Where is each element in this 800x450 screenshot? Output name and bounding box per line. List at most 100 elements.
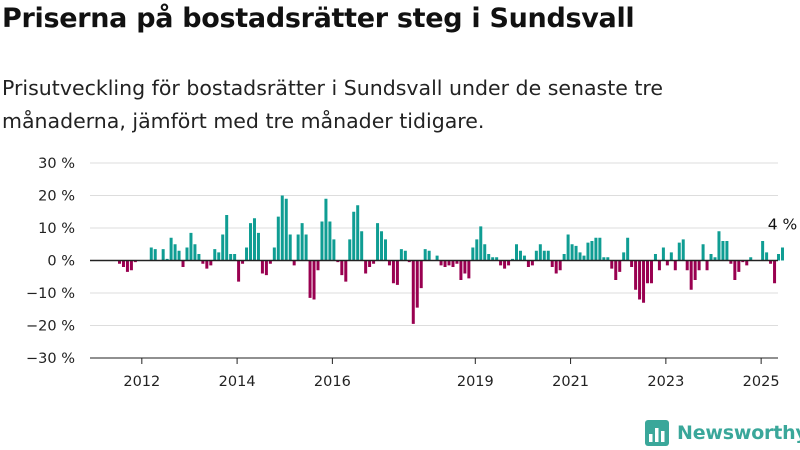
bar [447, 260, 451, 266]
bar [717, 231, 721, 261]
bar [578, 252, 582, 261]
bar [598, 237, 602, 261]
y-tick-label: −20 % [26, 319, 75, 335]
bar [487, 254, 491, 261]
bar [669, 252, 673, 261]
bar [507, 260, 511, 266]
bar [681, 239, 685, 261]
bar [542, 250, 546, 261]
bar [372, 260, 376, 264]
bar [133, 260, 137, 263]
bar [471, 247, 475, 261]
bar [737, 260, 741, 272]
bar [292, 260, 296, 266]
bar [189, 232, 193, 261]
bar [403, 250, 407, 261]
bar [657, 260, 661, 271]
bar [741, 260, 745, 263]
bar [649, 260, 653, 284]
bar [229, 254, 233, 261]
bar [415, 260, 419, 308]
bar [221, 234, 225, 261]
bar [153, 249, 157, 261]
x-tick-label: 2025 [743, 374, 780, 390]
bar [435, 255, 439, 261]
bar [443, 260, 447, 267]
bar [344, 260, 348, 282]
bar [491, 257, 495, 261]
bar [245, 247, 249, 261]
bar [368, 260, 372, 267]
bar [697, 260, 701, 271]
bar [328, 221, 332, 261]
bar [610, 260, 614, 269]
bar [356, 205, 360, 261]
bar [213, 249, 217, 261]
bar [475, 239, 479, 261]
bar [399, 249, 403, 261]
bar [205, 260, 209, 269]
bar [546, 250, 550, 261]
bar [419, 260, 423, 289]
bar [626, 237, 630, 261]
bar [530, 260, 534, 266]
bar [638, 260, 642, 300]
bar [538, 244, 542, 261]
bar [201, 260, 205, 264]
x-tick-label: 2019 [457, 374, 494, 390]
bar [515, 244, 518, 261]
bar [701, 244, 705, 261]
bar [383, 239, 387, 261]
bar [677, 242, 681, 261]
bar [129, 260, 133, 271]
bar [256, 232, 260, 261]
bar [586, 242, 590, 261]
bar [689, 260, 693, 290]
bar [324, 198, 328, 261]
chart-title: Priserna på bostadsrätter steg i Sundsva… [2, 3, 635, 34]
bar [483, 244, 487, 261]
bar [380, 231, 384, 261]
bar [336, 260, 340, 263]
bar [177, 250, 181, 261]
bar [590, 241, 594, 261]
bar [518, 250, 522, 261]
bar [268, 260, 272, 264]
bar [165, 258, 169, 261]
bar [376, 223, 380, 261]
bar [594, 237, 598, 261]
bar [729, 260, 733, 264]
brand-logo[interactable]: Newsworthy [645, 420, 800, 446]
bar [769, 260, 773, 264]
bar [467, 260, 471, 279]
bar [387, 260, 391, 266]
bar [606, 257, 610, 261]
bar [340, 260, 344, 276]
bar [745, 260, 749, 266]
bar [332, 239, 336, 261]
bar [252, 218, 256, 261]
bar [411, 260, 415, 324]
bar [284, 198, 288, 261]
bar [161, 249, 165, 261]
bar [614, 260, 618, 280]
bar [618, 260, 622, 272]
bar [395, 260, 399, 285]
bar [622, 252, 626, 261]
bar [288, 234, 292, 261]
chart-subtitle: Prisutveckling för bostadsrätter i Sunds… [2, 76, 664, 133]
bar [550, 260, 554, 267]
bar [125, 260, 129, 272]
bar [193, 244, 197, 261]
bar [272, 247, 276, 261]
x-tick-label: 2016 [314, 374, 351, 390]
bar [574, 245, 578, 261]
bar [391, 260, 395, 284]
bar [503, 260, 507, 269]
bar [348, 239, 352, 261]
bar [209, 260, 213, 266]
y-tick-label: −30 % [26, 351, 75, 367]
bar [197, 254, 201, 261]
bar [407, 260, 411, 263]
bar [300, 223, 304, 261]
